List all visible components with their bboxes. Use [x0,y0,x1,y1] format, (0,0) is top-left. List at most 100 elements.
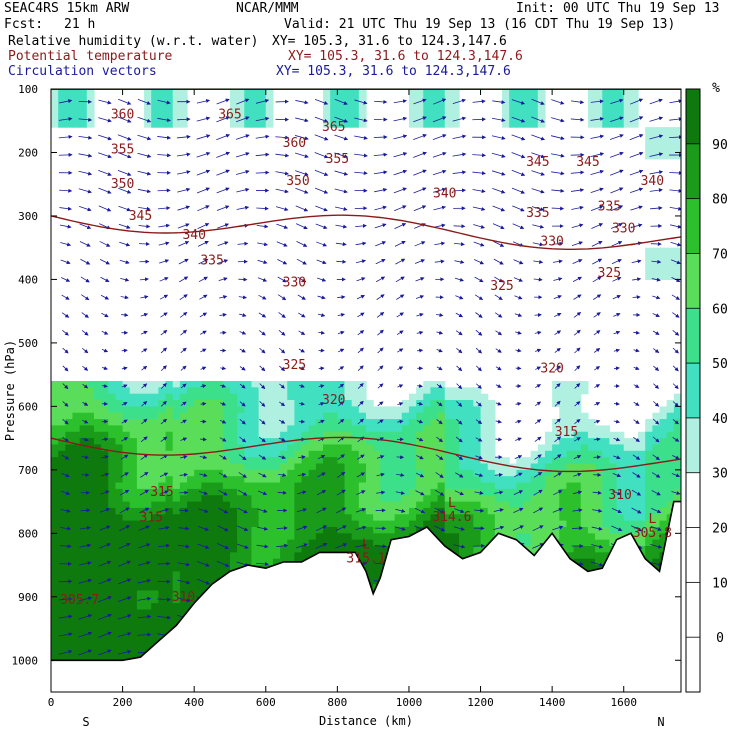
rh-cell [337,419,346,427]
rh-cell [108,495,117,503]
circulation-vector [199,473,208,478]
rh-cell [215,514,224,522]
rh-cell [630,101,639,109]
rh-cell [301,419,310,427]
rh-cell [237,425,245,433]
rh-cell [215,552,224,560]
circulation-vector [256,544,269,549]
rh-cell [272,495,281,503]
rh-cell [509,89,517,96]
rh-cell [587,482,596,490]
rh-cell [93,469,102,477]
rh-cell [136,577,145,585]
circulation-vector [178,258,189,265]
rh-cell [330,457,338,465]
rh-cell [244,95,253,103]
rh-cell [151,400,159,407]
rh-cell [351,387,360,395]
rh-cell [466,393,474,401]
rh-cell [544,526,553,534]
rh-cell [258,425,267,433]
rh-cell [51,412,59,420]
field-vector-name: Circulation vectors [8,64,157,79]
rh-cell [115,565,124,572]
rh-cell [129,577,138,585]
rh-cell [580,444,589,452]
rh-cell [280,520,288,528]
rh-cell [72,653,81,661]
rh-cell [93,393,102,401]
rh-cell [122,552,131,560]
rh-cell [265,120,274,128]
rh-cell [430,507,439,515]
rh-cell [645,507,653,515]
rh-cell [294,482,303,490]
circulation-vector [138,543,151,549]
circulation-vector [61,472,70,478]
circulation-vector [377,419,384,424]
rh-cell [158,400,167,407]
rh-cell [272,438,281,446]
rh-cell [58,380,66,388]
circulation-vector [355,543,367,548]
rh-cell [308,514,317,522]
rh-cell [408,469,417,477]
rh-cell [394,469,403,477]
rh-cell [408,393,417,401]
rh-cell [172,393,181,401]
rh-cell [480,406,489,414]
rh-cell [93,520,102,528]
rh-cell [301,438,310,446]
rh-cell [72,647,81,655]
rh-cell [666,146,675,154]
rh-cell [645,450,653,458]
circulation-vector [373,152,388,157]
rh-cell [158,412,167,420]
rh-cell [652,419,661,427]
rh-cell [487,419,496,427]
rh-cell [351,444,360,452]
rh-cell [323,526,331,534]
rh-cell [201,457,210,465]
rh-cell [287,507,296,515]
rh-cell [179,114,188,122]
rh-cell [666,488,675,496]
rh-cell [466,412,474,420]
rh-cell [466,438,474,446]
rh-cell [72,400,81,407]
rh-cell [394,419,403,427]
rh-cell [595,533,603,541]
rh-cell [337,438,346,446]
rh-cell [229,546,238,553]
rh-cell [165,425,174,433]
rh-cell [101,380,109,388]
rh-cell [537,514,546,522]
rh-cell [79,108,88,115]
rh-cell [229,438,238,446]
rh-cell [144,495,152,503]
rh-cell [430,400,439,407]
rh-cell [444,400,453,407]
circulation-vector [197,561,210,567]
rh-cell [280,457,288,465]
rh-cell [65,463,74,471]
rh-cell [108,380,117,388]
circulation-vector [298,330,306,335]
rh-cell [602,431,611,439]
rh-cell [72,546,81,553]
rh-cell [93,596,102,604]
rh-cell [179,514,188,522]
rh-cell [451,520,460,528]
rh-cell [144,641,152,649]
rh-cell [344,393,353,401]
circulation-vector [100,472,110,477]
rh-cell [251,546,260,553]
circulation-vector [317,472,326,478]
rh-cell [652,520,661,528]
rh-cell [179,552,188,560]
circulation-vector [275,206,289,212]
circulation-vector [295,100,309,105]
rh-cell [194,539,202,547]
rh-cell [344,387,353,395]
rh-cell [237,406,245,414]
